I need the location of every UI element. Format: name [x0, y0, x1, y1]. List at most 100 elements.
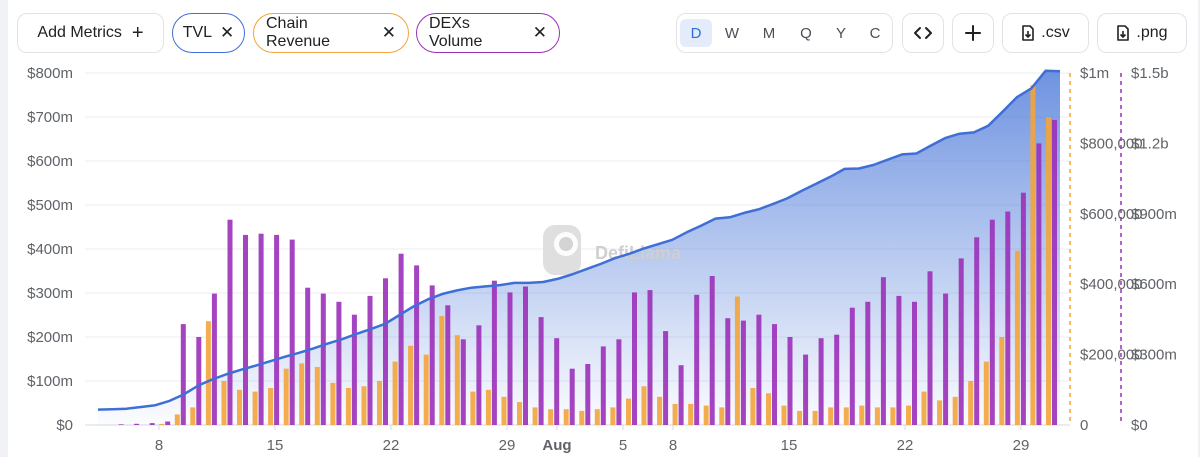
chain-revenue-bar — [283, 368, 289, 425]
chain-revenue-bar — [1046, 117, 1051, 425]
metric-chip-tvl[interactable]: TVL ✕ — [172, 13, 245, 53]
chain-revenue-bar — [921, 391, 927, 425]
chain-revenue-bar — [843, 407, 849, 425]
dexs-volume-bar — [1020, 192, 1026, 425]
dexs-volume-bar — [523, 286, 528, 425]
dexs-volume-bar — [756, 314, 762, 425]
dexs-volume-bar — [351, 314, 357, 425]
dexs-volume-bar — [616, 339, 622, 425]
chain-revenue-bar — [937, 400, 943, 425]
download-png-button[interactable]: .png — [1097, 13, 1187, 53]
dexs-volume-bar — [118, 424, 124, 425]
dexs-volume-bar — [927, 271, 933, 425]
dexs-volume-bar — [460, 339, 466, 425]
dexs-volume-bar — [585, 364, 591, 425]
close-icon[interactable]: ✕ — [220, 23, 235, 42]
dexs-volume-bar — [414, 265, 420, 425]
chain-revenue-bar — [159, 423, 165, 425]
dexs-volume-bar — [538, 317, 544, 425]
dexs-volume-bar — [943, 293, 949, 425]
grouping-weekly-button[interactable]: W — [724, 24, 740, 42]
chip-label: TVL — [182, 24, 213, 41]
revenue-tick-label: $200,000 — [1080, 347, 1143, 364]
dexs-volume-bar — [274, 234, 280, 425]
revenue-tick-label: 0 — [1080, 417, 1088, 434]
dexs-volume-bar — [367, 295, 373, 425]
grouping-quarterly-button[interactable]: Q — [800, 24, 812, 42]
dexs-volume-bar — [336, 301, 342, 425]
chain-revenue-bar — [999, 337, 1005, 425]
y-tick-label: $700m — [27, 109, 73, 126]
metric-chip-chain-revenue[interactable]: Chain Revenue ✕ — [253, 13, 409, 53]
chain-revenue-bar — [734, 296, 740, 425]
plus-icon: + — [131, 22, 144, 44]
grouping-yearly-button[interactable]: Y — [835, 24, 846, 42]
file-download-icon — [1117, 25, 1130, 41]
chain-revenue-bar — [532, 407, 538, 425]
metric-chip-dexs-volume[interactable]: DEXs Volume ✕ — [416, 13, 560, 53]
download-csv-button[interactable]: .csv — [1002, 13, 1089, 53]
chain-revenue-bar — [330, 382, 336, 425]
chain-revenue-bar — [563, 409, 569, 425]
dexs-volume-bars — [118, 119, 1057, 426]
chain-revenue-bar — [688, 403, 694, 425]
dexs-volume-bar — [258, 233, 264, 425]
volume-tick-label: $300m — [1131, 347, 1177, 364]
dexs-volume-bar — [149, 423, 155, 425]
y-tick-label: $100m — [27, 373, 73, 390]
dexs-volume-bar — [180, 324, 186, 425]
chip-label: Chain Revenue — [266, 15, 331, 50]
dexs-volume-bar — [491, 280, 497, 425]
dexs-volume-bar — [383, 278, 388, 425]
x-tick-label: 29 — [1013, 437, 1030, 454]
revenue-tick-label: $1m — [1080, 65, 1109, 82]
tvl-line-path — [97, 69, 1061, 411]
dexs-volume-bar — [554, 338, 560, 425]
revenue-tick-label: $600,000 — [1080, 206, 1143, 223]
embed-button[interactable] — [902, 13, 944, 53]
grouping-daily-button[interactable]: D — [680, 19, 712, 47]
dexs-volume-bar — [989, 219, 995, 425]
close-icon[interactable]: ✕ — [532, 23, 547, 42]
add-metrics-label: Add Metrics — [37, 24, 122, 41]
chain-revenue-bar — [641, 386, 647, 425]
chain-revenue-bar — [205, 321, 211, 425]
chain-revenue-bar — [439, 315, 445, 425]
revenue-tick-label: $800,000 — [1080, 135, 1143, 152]
axes: $0 $100m $200m $300m $400m $500m $600m $700m $80… — [27, 65, 1177, 454]
volume-tick-label: $0 — [1131, 417, 1148, 434]
x-tick-label: 22 — [897, 437, 914, 454]
chain-revenue-bar — [874, 407, 880, 425]
grouping-monthly-button[interactable]: M — [762, 24, 776, 42]
volume-tick-label: $900m — [1131, 206, 1177, 223]
dexs-volume-bar — [787, 337, 793, 425]
chain-revenue-bar — [470, 391, 476, 425]
x-tick-label: 15 — [781, 437, 798, 454]
chain-revenue-bar — [828, 407, 834, 425]
chain-revenue-bar — [221, 381, 227, 425]
volume-tick-label: $600m — [1131, 276, 1177, 293]
chain-revenue-bar — [237, 389, 242, 425]
chain-revenue-bar — [719, 407, 725, 425]
dexs-volume-bar — [632, 292, 637, 425]
chip-label: DEXs Volume — [429, 15, 483, 50]
grouping-cumulative-button[interactable]: C — [869, 24, 881, 42]
dexs-volume-bar — [865, 301, 871, 425]
chain-revenue-bar — [672, 403, 678, 425]
chain-revenue-bar — [423, 354, 429, 425]
chain-revenue-bar — [501, 396, 507, 425]
tvl-area — [98, 70, 1060, 426]
add-chart-button[interactable] — [952, 13, 994, 53]
add-metrics-button[interactable]: Add Metrics + — [17, 13, 164, 53]
dexs-volume-bar — [398, 253, 404, 425]
dexs-volume-bar — [196, 337, 202, 425]
png-label: .png — [1136, 24, 1168, 41]
close-icon[interactable]: ✕ — [381, 23, 396, 42]
toolbar: Add Metrics + TVL ✕ Chain Revenue ✕ DEXs… — [0, 0, 1200, 68]
dexs-volume-bar — [507, 292, 513, 425]
x-tick-label: 15 — [267, 437, 284, 454]
x-tick-label: 8 — [669, 437, 677, 454]
chain-revenue-bar — [174, 414, 180, 425]
csv-label: .csv — [1041, 24, 1070, 41]
